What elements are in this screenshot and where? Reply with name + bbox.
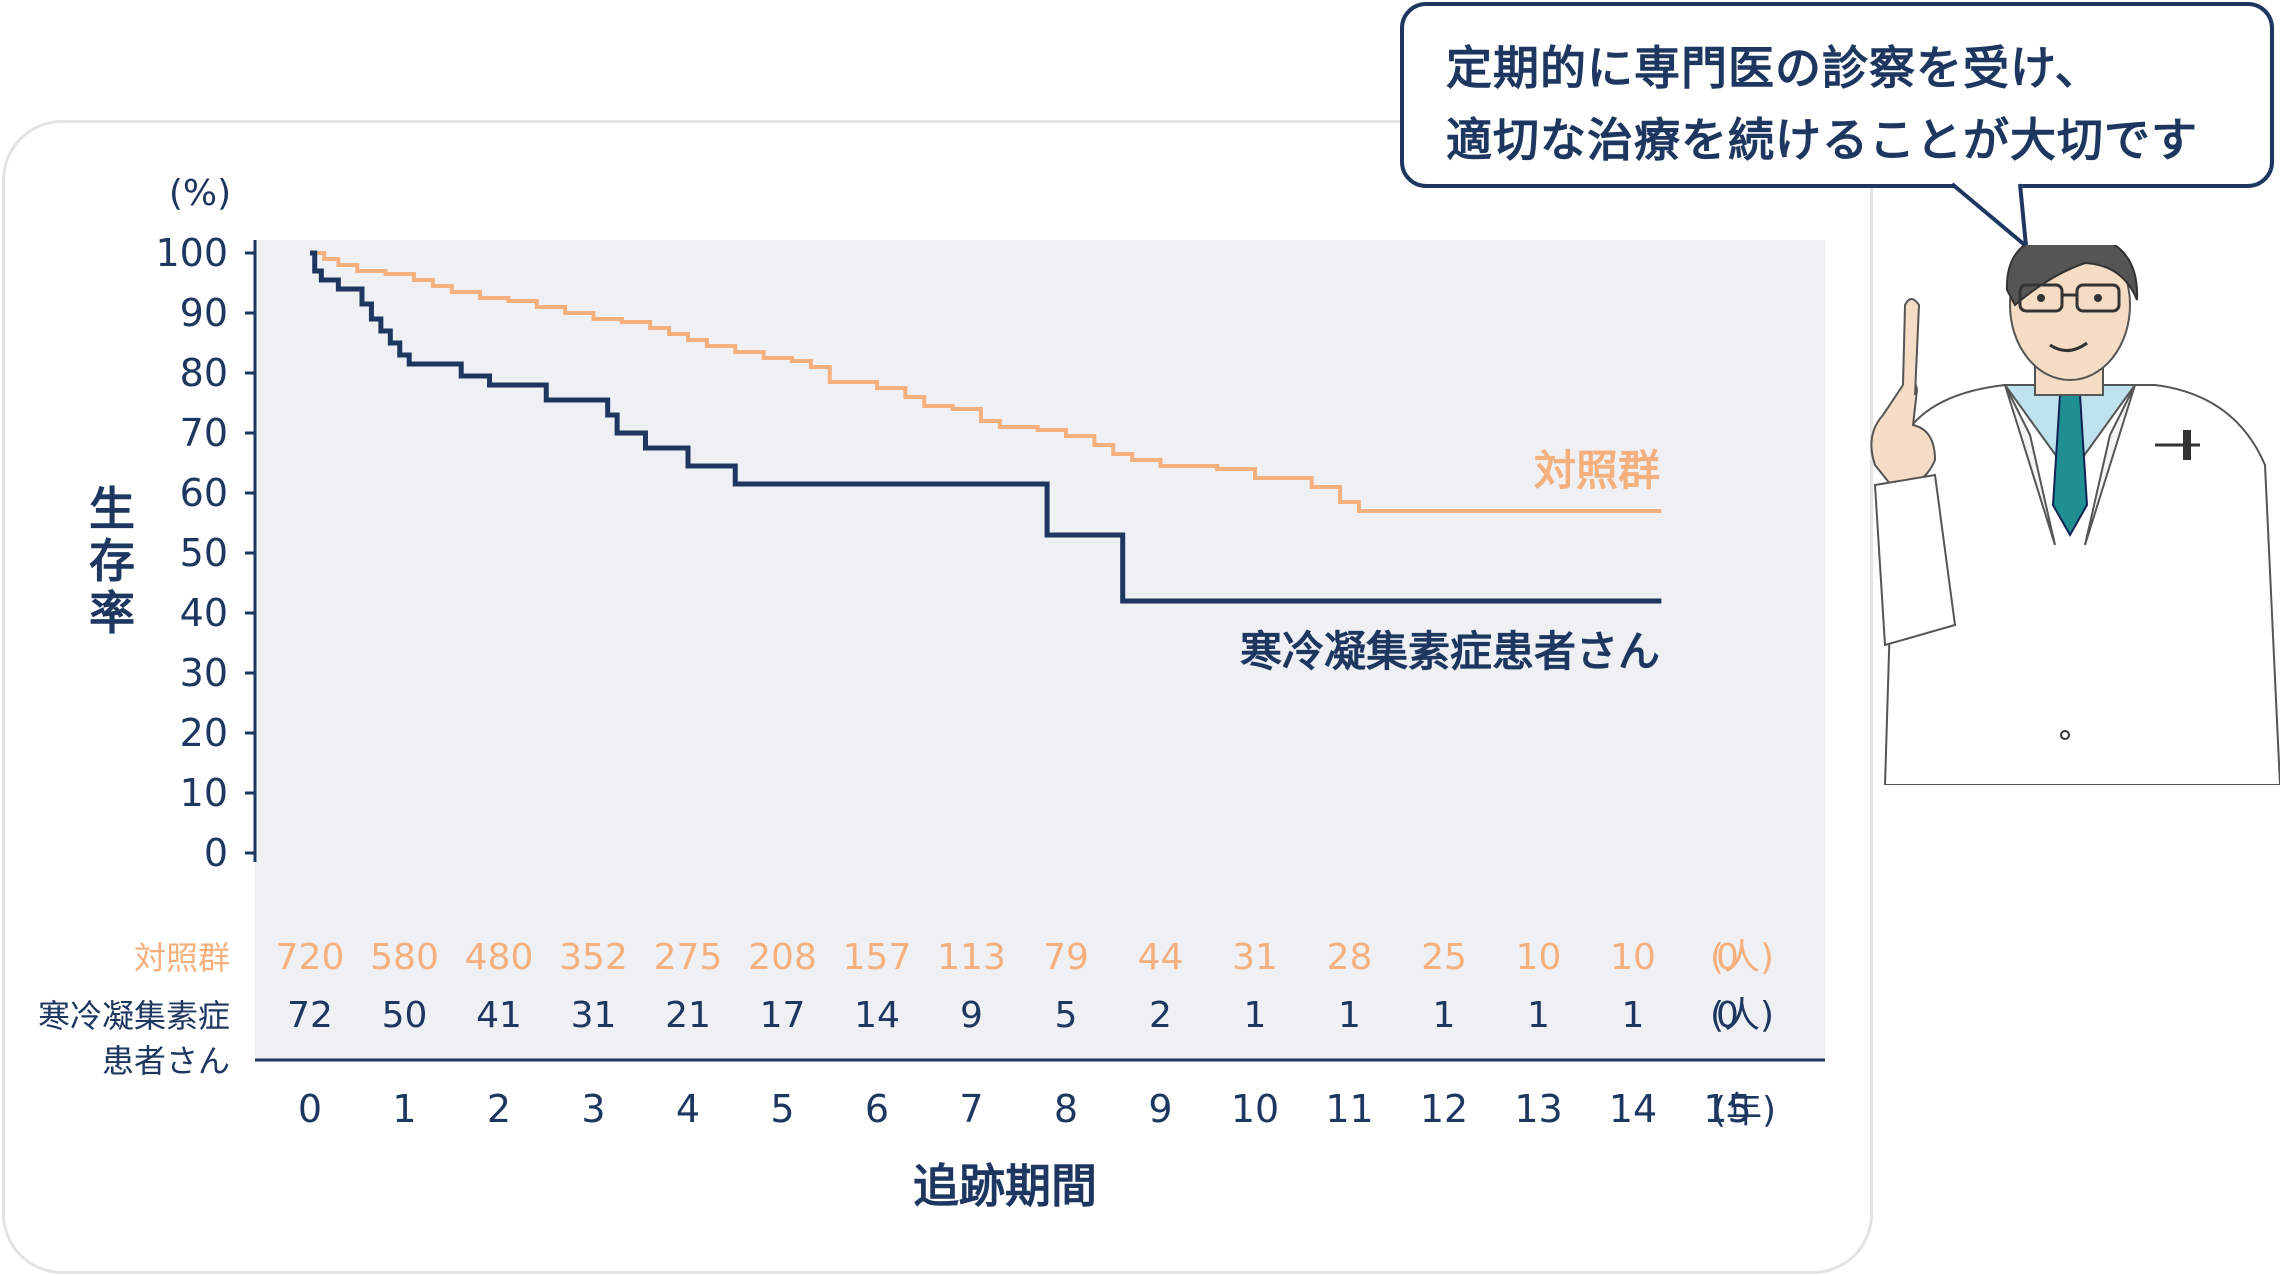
- x-tick-label: 10: [1231, 1087, 1279, 1131]
- at-risk-patients-value: 5: [1055, 995, 1078, 1036]
- y-axis-label-char: 生: [89, 482, 135, 536]
- series-line-control: [310, 251, 1662, 513]
- x-axis-unit: (年): [1712, 1090, 1776, 1131]
- at-risk-patients-label: 寒冷凝集素症: [38, 997, 230, 1035]
- speech-bubble-line-1: 定期的に専門医の診察を受け、: [1446, 41, 2102, 95]
- at-risk-patients-value: 0: [1716, 995, 1739, 1036]
- series-label-control: 対照群: [1534, 446, 1660, 495]
- y-tick-label: 40: [180, 591, 228, 635]
- at-risk-patients-value: 1: [1622, 995, 1645, 1036]
- at-risk-control-value: 720: [276, 937, 345, 978]
- y-tick-label: 100: [155, 231, 228, 275]
- at-risk-patients-value: 9: [960, 995, 983, 1036]
- at-risk-control-value: 352: [559, 937, 628, 978]
- at-risk-patients-value: 14: [854, 995, 900, 1036]
- at-risk-patients-value: 2: [1149, 995, 1172, 1036]
- y-tick-label: 0: [204, 831, 228, 875]
- x-tick-label: 1: [392, 1087, 416, 1131]
- speech-bubble-line-2: 適切な治療を続けることが大切です: [1446, 113, 2198, 167]
- x-tick-label: 6: [865, 1087, 889, 1131]
- x-tick-label: 13: [1514, 1087, 1562, 1131]
- doctor-illustration: [1870, 245, 2280, 785]
- x-tick-label: 9: [1148, 1087, 1172, 1131]
- at-risk-patients-unit: (人): [1710, 995, 1774, 1036]
- at-risk-patients-value: 31: [571, 995, 617, 1036]
- y-tick-label: 10: [180, 771, 228, 815]
- x-tick-label: 3: [581, 1087, 605, 1131]
- y-tick-label: 20: [180, 711, 228, 755]
- y-axis-label: 生存率: [89, 482, 135, 640]
- x-tick-label: 14: [1609, 1087, 1657, 1131]
- at-risk-control-value: 157: [843, 937, 912, 978]
- at-risk-control-value: 0: [1716, 937, 1739, 978]
- y-axis-label-char: 率: [89, 586, 135, 640]
- x-axis-label: 追跡期間: [913, 1159, 1097, 1213]
- plot-background: [255, 240, 1825, 1060]
- at-risk-control-value: 580: [370, 937, 439, 978]
- y-tick-label: 60: [180, 471, 228, 515]
- speech-bubble-tail: [1950, 182, 2028, 248]
- y-tick-label: 30: [180, 651, 228, 695]
- at-risk-control-value: 31: [1232, 937, 1278, 978]
- at-risk-control-value: 79: [1043, 937, 1089, 978]
- at-risk-patients-value: 1: [1433, 995, 1456, 1036]
- at-risk-control-value: 275: [654, 937, 723, 978]
- at-risk-patients-value: 72: [287, 995, 333, 1036]
- x-tick-label: 12: [1420, 1087, 1468, 1131]
- at-risk-control-value: 113: [937, 937, 1006, 978]
- x-tick-label: 7: [959, 1087, 983, 1131]
- y-tick-label: 80: [180, 351, 228, 395]
- x-tick-label: 8: [1054, 1087, 1078, 1131]
- x-tick-label: 0: [298, 1087, 322, 1131]
- x-tick-label: 2: [487, 1087, 511, 1131]
- at-risk-control-unit: (人): [1710, 937, 1774, 978]
- at-risk-patients-value: 21: [665, 995, 711, 1036]
- at-risk-control-value: 208: [748, 937, 817, 978]
- at-risk-control-value: 10: [1516, 937, 1562, 978]
- at-risk-patients-label-2: 患者さん: [102, 1042, 230, 1080]
- at-risk-control-value: 10: [1610, 937, 1656, 978]
- y-axis-label-char: 存: [89, 534, 135, 588]
- at-risk-control-value: 25: [1421, 937, 1467, 978]
- y-tick-label: 50: [180, 531, 228, 575]
- at-risk-patients-value: 1: [1338, 995, 1361, 1036]
- x-tick-label: 4: [676, 1087, 700, 1131]
- at-risk-control-value: 44: [1138, 937, 1184, 978]
- y-tick-label: 90: [180, 291, 228, 335]
- at-risk-control-label: 対照群: [134, 939, 230, 977]
- at-risk-patients-value: 17: [760, 995, 806, 1036]
- y-tick-label: 70: [180, 411, 228, 455]
- series-line-patients: [310, 250, 1662, 604]
- x-tick-label: 5: [770, 1087, 794, 1131]
- at-risk-control-value: 480: [465, 937, 534, 978]
- at-risk-patients-value: 1: [1244, 995, 1267, 1036]
- at-risk-patients-value: 1: [1527, 995, 1550, 1036]
- y-axis-unit: (%): [169, 173, 231, 214]
- at-risk-patients-value: 50: [382, 995, 428, 1036]
- x-tick-label: 11: [1325, 1087, 1373, 1131]
- at-risk-patients-value: 41: [476, 995, 522, 1036]
- at-risk-control-value: 28: [1327, 937, 1373, 978]
- speech-bubble: 定期的に専門医の診察を受け、 適切な治療を続けることが大切です: [1400, 2, 2274, 188]
- series-label-patients: 寒冷凝集素症患者さん: [1240, 627, 1660, 676]
- x-tick-label: 15: [1703, 1087, 1751, 1131]
